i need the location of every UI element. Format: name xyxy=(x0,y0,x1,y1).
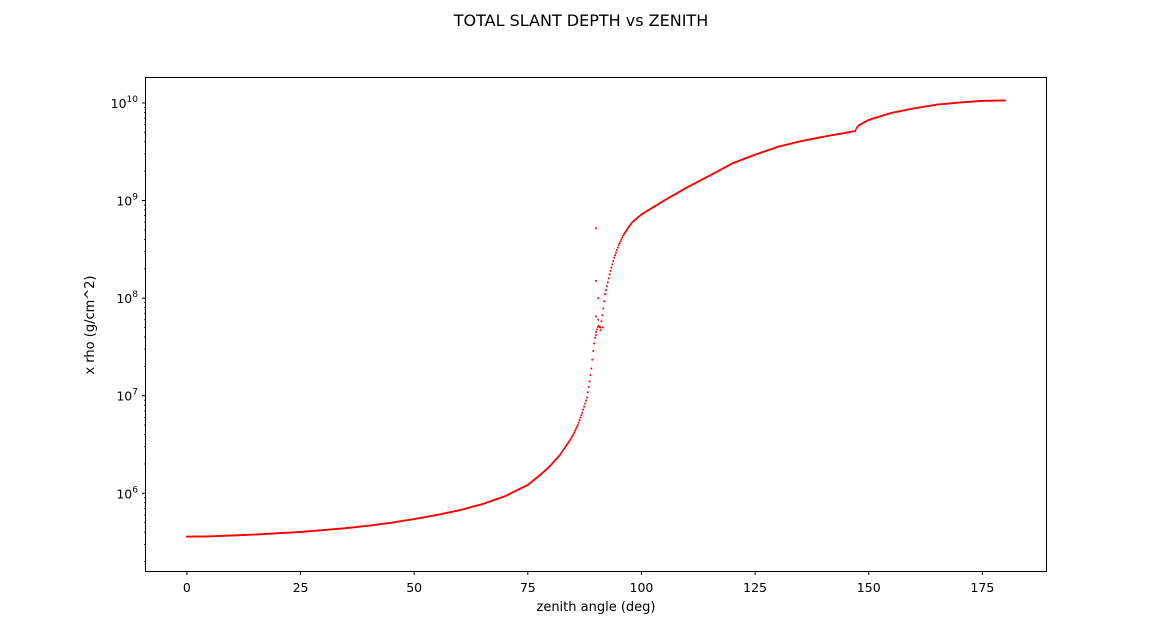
x-tick-label: 0 xyxy=(183,580,191,595)
data-point xyxy=(609,270,612,273)
data-point xyxy=(573,431,576,434)
data-point xyxy=(567,441,570,444)
y-axis-label: x rho (g/cm^2) xyxy=(83,275,98,374)
data-point xyxy=(595,328,598,331)
y-tick-label: 109 xyxy=(116,193,138,209)
data-point xyxy=(603,300,606,303)
y-axis-ticks: 106 107 108 109 1010 xyxy=(111,95,146,562)
data-point xyxy=(570,436,573,439)
data-point xyxy=(587,386,590,389)
data-point xyxy=(595,330,597,333)
data-point xyxy=(571,435,574,438)
y-tick-label: 108 xyxy=(116,290,138,306)
data-point xyxy=(600,320,603,323)
x-axis-label: zenith angle (deg) xyxy=(537,600,656,615)
data-point xyxy=(616,246,619,249)
data-point xyxy=(592,349,595,352)
data-point-outlier xyxy=(595,227,597,230)
data-points xyxy=(185,99,1007,538)
x-tick-label: 25 xyxy=(293,580,309,595)
data-point xyxy=(606,281,609,284)
data-point xyxy=(577,421,580,424)
data-point xyxy=(574,429,577,432)
data-point xyxy=(854,130,857,133)
data-point xyxy=(589,373,592,376)
data-point xyxy=(579,416,582,419)
data-point xyxy=(576,424,579,427)
data-point xyxy=(619,240,622,243)
data-point xyxy=(590,367,593,370)
data-point xyxy=(581,411,584,414)
data-point-outlier xyxy=(595,279,597,282)
data-point xyxy=(578,419,581,422)
data-point xyxy=(607,277,610,280)
data-point-outlier xyxy=(599,329,602,332)
data-point xyxy=(608,273,611,276)
data-point xyxy=(614,254,617,257)
data-point xyxy=(611,263,614,266)
chart-title: TOTAL SLANT DEPTH vs ZENITH xyxy=(453,11,708,30)
data-point xyxy=(602,307,605,310)
data-point xyxy=(620,238,623,241)
data-point xyxy=(622,234,625,237)
data-point xyxy=(612,259,615,262)
plot-area xyxy=(145,77,1047,572)
data-point xyxy=(568,439,571,442)
data-point xyxy=(599,326,602,329)
data-point xyxy=(569,438,572,441)
data-point xyxy=(594,336,597,339)
data-point xyxy=(625,230,627,233)
y-tick-label: 1010 xyxy=(111,95,139,111)
x-tick-label: 75 xyxy=(520,580,536,595)
data-point xyxy=(613,256,616,259)
x-axis-ticks: 0 25 50 75 100 125 150 175 xyxy=(183,571,994,595)
data-point xyxy=(582,408,585,411)
data-point xyxy=(625,228,628,231)
data-point xyxy=(1004,99,1007,102)
data-point xyxy=(615,249,618,252)
data-point xyxy=(618,242,621,245)
data-point xyxy=(601,314,604,317)
x-tick-label: 175 xyxy=(970,580,994,595)
data-point xyxy=(575,427,577,430)
y-tick-label: 106 xyxy=(116,485,138,501)
data-point xyxy=(583,405,586,408)
data-point xyxy=(605,285,608,288)
data-point xyxy=(585,396,588,399)
data-point xyxy=(585,399,587,402)
data-point xyxy=(605,289,607,292)
data-point xyxy=(575,425,578,428)
data-point xyxy=(623,232,626,235)
data-point-outlier xyxy=(597,297,600,300)
data-point xyxy=(586,391,589,394)
data-point-outlier xyxy=(597,318,600,321)
data-point xyxy=(610,266,613,269)
data-point xyxy=(572,433,575,436)
data-point-outlier xyxy=(595,315,597,318)
data-point xyxy=(580,414,583,417)
data-point-outlier xyxy=(595,333,597,336)
x-tick-label: 50 xyxy=(406,580,422,595)
data-point xyxy=(588,380,591,383)
x-tick-label: 125 xyxy=(743,580,767,595)
data-point xyxy=(584,402,587,405)
data-point xyxy=(591,358,594,361)
y-tick-label: 107 xyxy=(116,388,138,404)
data-point xyxy=(593,342,596,345)
data-point xyxy=(855,128,857,131)
data-point xyxy=(621,236,624,239)
data-point xyxy=(615,251,617,254)
x-tick-label: 150 xyxy=(857,580,881,595)
data-point-outlier xyxy=(601,326,604,329)
data-point xyxy=(604,293,607,296)
data-point xyxy=(617,244,620,247)
x-tick-label: 100 xyxy=(630,580,654,595)
